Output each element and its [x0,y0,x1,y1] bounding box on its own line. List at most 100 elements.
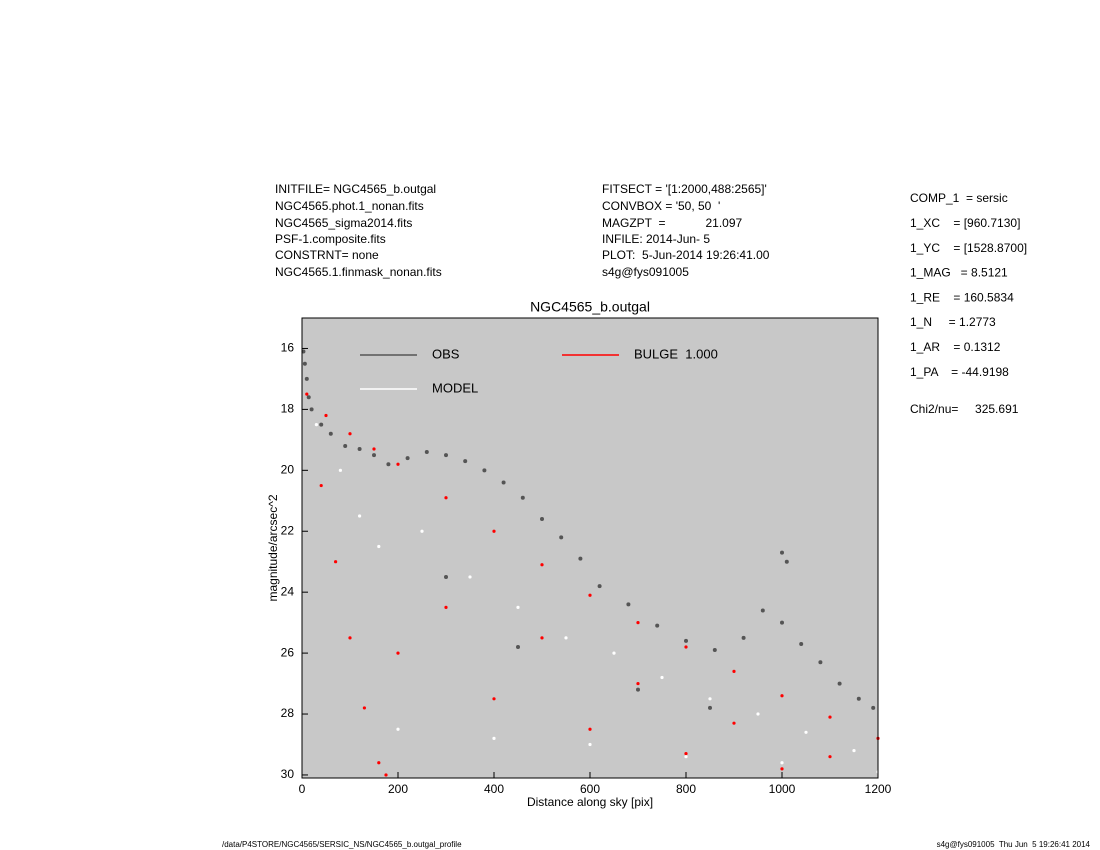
y-tick-label: 22 [281,523,295,537]
header-middle-line: s4g@fys091005 [602,265,689,279]
header-middle-line: PLOT: 5-Jun-2014 19:26:41.00 [602,248,770,262]
data-point [636,621,640,625]
data-point [405,456,410,461]
data-point [444,574,448,579]
fit-parameter: 1_N = 1.2773 [910,315,996,329]
data-point [780,767,784,771]
data-point [564,636,568,640]
data-point [780,620,784,625]
header-left-line: PSF-1.composite.fits [275,232,386,246]
data-point [444,453,448,458]
data-point [492,529,496,533]
data-point [588,742,592,747]
data-point [660,675,664,680]
y-tick-label: 18 [281,402,295,416]
header-left-line: CONSTRNT= none [275,248,379,262]
data-point [384,773,388,777]
data-point [655,623,660,628]
data-point [712,648,717,653]
data-point [424,450,429,455]
data-point [324,413,328,418]
data-point [372,453,376,458]
footer-path: /data/P4STORE/NGC4565/SERSIC_NS/NGC4565_… [222,840,462,849]
data-point [636,687,640,692]
data-point [501,480,506,485]
x-tick-label: 600 [580,782,600,796]
data-point [348,432,352,436]
data-point [828,755,832,759]
data-point [362,706,366,710]
fit-parameter: 1_YC = [1528.8700] [910,241,1027,255]
data-point [684,752,688,756]
x-tick-label: 1000 [769,782,796,796]
header-middle-line: INFILE: 2014-Jun- 5 [602,232,710,246]
data-point [328,431,333,436]
footer-stamp: s4g@fys091005 Thu Jun 5 19:26:41 2014 [937,840,1091,849]
data-point [386,462,391,467]
x-tick-label: 800 [676,782,696,796]
data-point [343,443,348,448]
data-point [520,495,525,500]
fit-parameter: 1_AR = 0.1312 [910,340,1001,354]
data-point [799,641,804,646]
data-point [684,645,688,649]
header-middle-line: MAGZPT = 21.097 [602,216,742,230]
x-tick-label: 1200 [865,782,892,796]
data-point [463,459,468,464]
x-tick-label: 200 [388,782,408,796]
data-point [482,468,487,473]
data-point [319,422,324,427]
data-point [302,361,307,366]
data-point [760,608,765,613]
data-point [516,645,520,650]
data-point [588,727,592,731]
fit-parameter: 1_PA = -44.9198 [910,365,1009,379]
data-point [559,535,564,540]
chart-title: NGC4565_b.outgal [530,299,650,315]
data-point [732,721,736,725]
data-point [540,636,544,640]
data-point [358,514,362,518]
data-point [516,605,520,610]
data-point [708,697,712,701]
legend-label: OBS [432,346,460,361]
data-point [684,638,688,643]
data-point [626,602,631,607]
data-point [309,407,314,412]
data-point [540,563,544,567]
data-point [396,727,400,731]
data-point [319,483,323,488]
y-tick-label: 16 [281,341,295,355]
data-point [396,462,400,466]
data-point [804,730,808,734]
data-point [588,593,592,597]
chi2: Chi2/nu= 325.691 [910,402,1019,416]
y-tick-label: 28 [281,706,295,720]
data-point [492,736,496,740]
data-point [444,605,448,610]
header-left-line: NGC4565.phot.1_nonan.fits [275,199,424,213]
fit-parameter: COMP_1 = sersic [910,191,1008,205]
header-left-line: INITFILE= NGC4565_b.outgal [275,182,436,196]
fit-parameter: 1_RE = 160.5834 [910,290,1014,304]
data-point [780,761,784,765]
header-left-line: NGC4565.1.finmask_nonan.fits [275,265,442,279]
header-middle-line: FITSECT = '[1:2000,488:2565]' [602,182,767,196]
data-point [780,694,784,698]
data-point [396,651,400,655]
header-middle-line: CONVBOX = '50, 50 ' [602,199,720,213]
fit-parameter: 1_MAG = 8.5121 [910,266,1008,280]
x-axis-label: Distance along sky [pix] [527,795,653,809]
data-point [852,748,856,753]
y-tick-label: 20 [281,462,295,476]
y-tick-label: 30 [281,767,295,781]
data-point [372,447,376,451]
data-point [756,712,760,716]
data-point [828,715,832,719]
data-point [348,636,352,640]
data-point [784,559,789,564]
data-point [636,681,640,686]
data-point [444,496,448,500]
data-point [357,446,362,451]
